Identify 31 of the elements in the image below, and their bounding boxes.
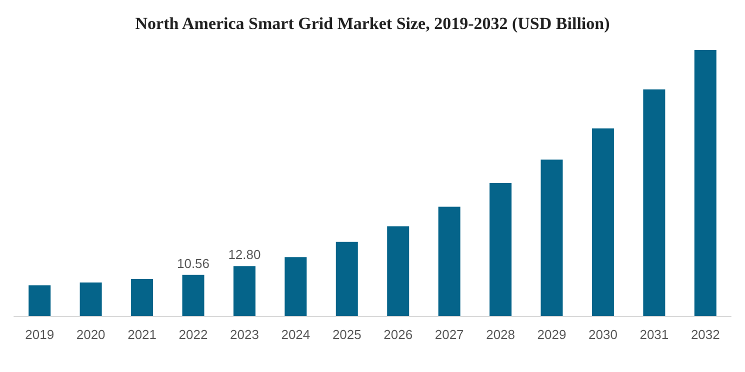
x-tick-label: 2032 xyxy=(690,327,720,342)
bar xyxy=(284,257,307,316)
bar xyxy=(131,278,154,316)
bar xyxy=(540,160,563,316)
bar xyxy=(438,206,460,316)
x-tick-label: 2030 xyxy=(588,327,618,342)
x-tick-label: 2025 xyxy=(332,327,362,342)
x-tick-label: 2019 xyxy=(25,327,54,342)
bar xyxy=(643,89,666,316)
bar xyxy=(694,50,716,316)
x-tick-label: 2024 xyxy=(281,327,310,342)
chart-title: North America Smart Grid Market Size, 2019-2032 (USD Billion) xyxy=(135,14,610,33)
bar xyxy=(182,274,204,316)
data-label: 12.80 xyxy=(228,247,261,262)
x-tick-label: 2029 xyxy=(537,327,566,342)
bar xyxy=(387,226,410,316)
bar xyxy=(336,242,358,316)
bar xyxy=(490,183,512,316)
x-tick-label: 2020 xyxy=(76,327,106,342)
bar xyxy=(233,266,256,316)
bar xyxy=(592,128,614,316)
x-tick-label: 2031 xyxy=(640,327,669,342)
x-tick-label: 2027 xyxy=(434,327,464,342)
x-tick-label: 2026 xyxy=(384,327,413,342)
x-tick-label: 2022 xyxy=(178,327,208,342)
x-tick-label: 2021 xyxy=(128,327,156,342)
x-tick-label: 2023 xyxy=(230,327,259,342)
bar xyxy=(28,285,51,316)
bar xyxy=(80,282,102,316)
x-tick-label: 2028 xyxy=(486,327,515,342)
data-label: 10.56 xyxy=(176,256,210,271)
